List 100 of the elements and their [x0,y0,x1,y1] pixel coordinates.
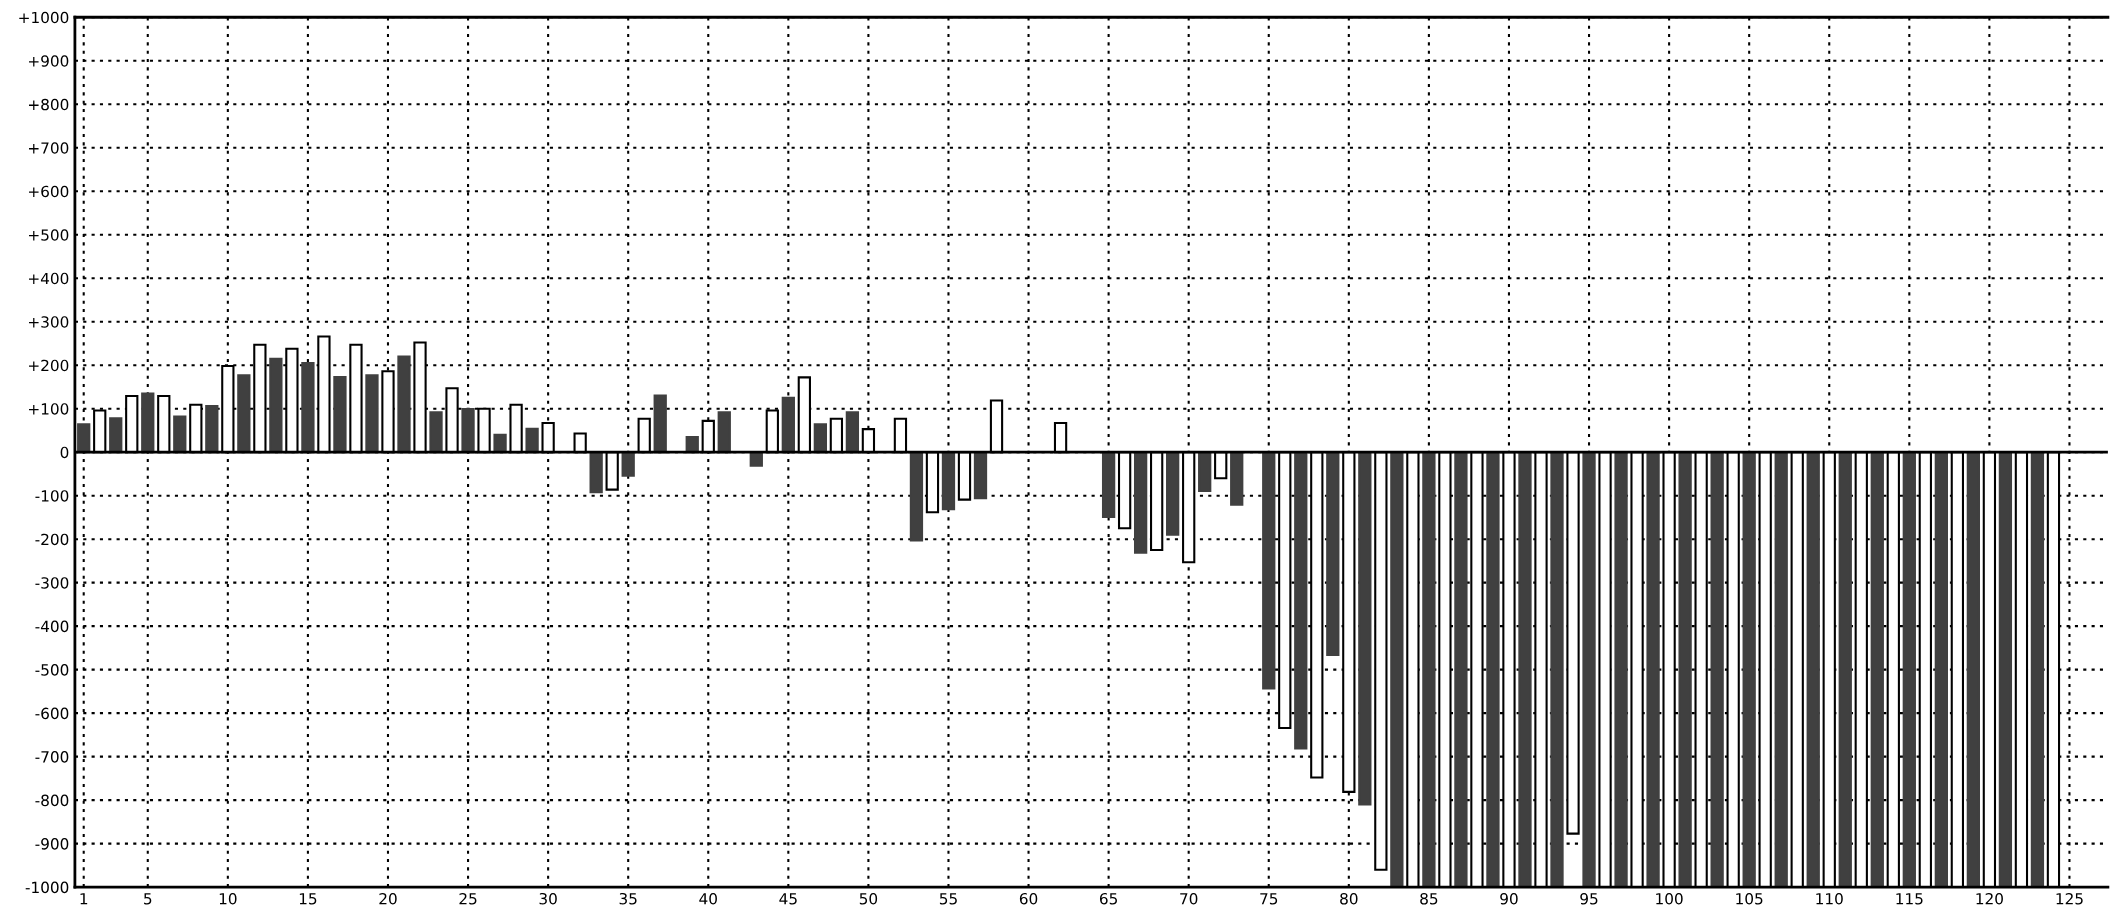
bar [397,355,411,454]
y-tick-label: +900 [29,55,69,67]
bar [1326,451,1340,656]
y-tick-label: -1000 [25,881,69,894]
bar [365,374,379,454]
bar [1134,451,1148,554]
bar [333,375,347,454]
x-tick-label: 1 [80,893,88,905]
bar [1454,451,1468,888]
x-tick-label: 115 [1896,893,1923,905]
x-tick-label: 50 [859,892,878,905]
bar [1934,451,1948,888]
y-tick-label: +200 [29,359,69,372]
bar [1262,451,1276,690]
bar [493,433,507,454]
x-tick-label: 100 [1656,892,1683,905]
bar [717,411,731,454]
bar [1742,451,1756,888]
bar [525,427,539,454]
bar [1838,451,1852,888]
x-tick-label: 30 [539,892,557,905]
x-tick-label: 25 [459,892,477,905]
bar [1902,451,1916,888]
y-tick-label: +500 [29,229,69,241]
x-tick-label: 60 [1019,892,1038,905]
bar [1678,451,1692,888]
bar [1998,451,2013,888]
x-tick-label: 70 [1180,892,1198,905]
bar [973,451,988,500]
bar [269,357,283,454]
bar [1358,451,1372,806]
bar [205,405,219,454]
y-tick-label: -300 [35,577,69,589]
bar [1710,451,1724,888]
bar [845,411,860,454]
bar [1390,451,1404,888]
bar [1518,451,1532,888]
bar [109,417,123,454]
x-tick-label: 45 [779,893,797,905]
y-tick-label: +600 [29,185,69,198]
bar [461,408,475,454]
bar [1582,451,1596,888]
x-tick-label: 10 [219,892,237,905]
bar [1230,451,1244,506]
bar [909,451,924,542]
y-tick-label: -700 [35,751,69,763]
bar [1101,451,1116,519]
bar [1422,451,1436,888]
x-tick-label: 105 [1736,892,1763,905]
bar [653,394,667,454]
x-tick-label: 85 [1420,892,1438,905]
bar [429,411,443,454]
bar [1614,451,1628,888]
bar [589,451,603,494]
x-tick-label: 125 [2056,892,2083,905]
y-tick-label: -800 [35,794,69,807]
bar [1646,451,1660,888]
bar [2030,451,2045,888]
x-tick-label: 90 [1500,892,1518,905]
bar [1806,451,1820,888]
y-tick-label: +400 [29,272,69,285]
bar [1550,451,1564,888]
bar [941,451,956,511]
bar [781,396,795,454]
bar [173,415,187,454]
y-tick-label: +700 [29,142,69,154]
y-tick-label: +800 [29,98,69,111]
x-tick-label: 35 [619,892,637,905]
y-tick-label: -900 [35,838,69,850]
x-tick-label: 80 [1340,892,1358,905]
y-tick-label: -200 [35,533,69,546]
y-tick-label: -500 [35,664,69,676]
bar [1774,451,1788,888]
bar [1198,451,1212,492]
y-tick-label: +100 [29,403,69,415]
bar [1166,451,1180,536]
bar [1870,451,1884,888]
x-tick-label: 20 [379,892,397,905]
y-tick-label: -100 [35,490,69,502]
bar [301,361,315,454]
y-tick-label: -400 [35,620,69,633]
bar [141,392,155,454]
bar [1294,451,1308,750]
x-tick-label: 55 [939,893,957,905]
bar [1966,451,1981,888]
x-tick-label: 75 [1260,893,1278,905]
y-tick-label: +300 [29,316,69,328]
y-tick-label: 0 [60,446,69,459]
bar [77,423,91,454]
bar [813,423,827,454]
x-tick-label: 5 [144,893,152,905]
x-tick-label: 15 [299,893,317,905]
y-tick-label: +1000 [19,11,69,24]
x-tick-label: 110 [1816,892,1843,905]
y-tick-label: -600 [35,707,69,720]
x-tick-label: 40 [699,892,717,905]
x-tick-label: 120 [1976,892,2003,905]
x-tick-label: 65 [1099,892,1117,905]
x-tick-label: 95 [1580,892,1598,905]
bar [237,374,251,454]
